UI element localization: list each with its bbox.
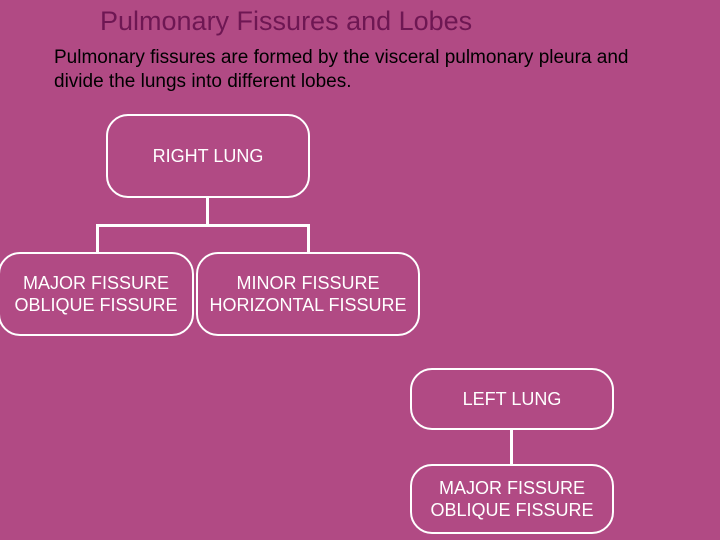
slide: Pulmonary Fissures and Lobes Pulmonary f… — [0, 0, 720, 540]
node-minor-fissure: MINOR FISSURE HORIZONTAL FISSURE — [196, 252, 420, 336]
node-line: MAJOR FISSURE — [439, 477, 585, 500]
node-major-fissure: MAJOR FISSURE OBLIQUE FISSURE — [0, 252, 194, 336]
node-right-lung: RIGHT LUNG — [106, 114, 310, 198]
node-left-lung: LEFT LUNG — [410, 368, 614, 430]
node-line: MAJOR FISSURE — [23, 272, 169, 295]
node-label: RIGHT LUNG — [153, 145, 264, 168]
connector — [307, 224, 310, 252]
connector — [206, 198, 209, 224]
node-line: MINOR FISSURE — [236, 272, 379, 295]
node-line: HORIZONTAL FISSURE — [209, 294, 406, 317]
node-left-major-fissure: MAJOR FISSURE OBLIQUE FISSURE — [410, 464, 614, 534]
slide-subtitle: Pulmonary fissures are formed by the vis… — [54, 46, 654, 94]
slide-title: Pulmonary Fissures and Lobes — [100, 6, 472, 37]
node-line: OBLIQUE FISSURE — [430, 499, 593, 522]
node-label: LEFT LUNG — [463, 388, 562, 411]
connector — [510, 430, 513, 464]
connector — [96, 224, 310, 227]
connector — [96, 224, 99, 252]
node-line: OBLIQUE FISSURE — [14, 294, 177, 317]
